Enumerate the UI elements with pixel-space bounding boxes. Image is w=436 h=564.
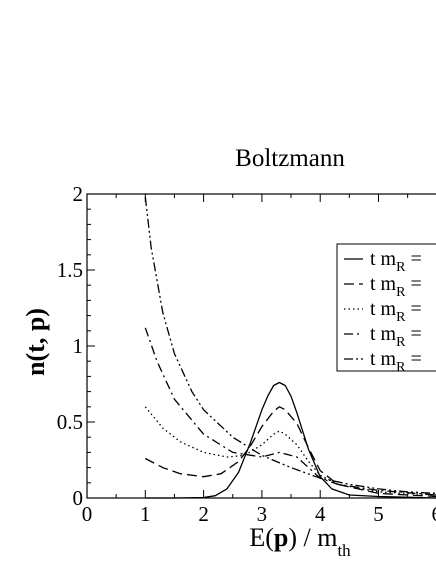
x-tick-label: 0 [82,502,93,526]
y-tick-label: 0 [73,486,84,510]
x-tick-label: 6 [432,502,436,526]
legend-label-5: t mR = [370,348,422,375]
legend-label-1: t mR = [370,248,422,275]
y-tick-label: 1 [73,334,84,358]
series-line-1 [145,381,436,499]
y-tick-label: 2 [73,182,84,206]
chart-title: Boltzmann [235,145,345,172]
x-tick-label: 5 [373,502,384,526]
x-tick-label: 1 [140,502,151,526]
y-tick-label: 1.5 [57,258,83,282]
legend-label-3: t mR = [370,298,422,325]
series-layer [144,196,436,499]
x-axis-ticks: 0 1 2 3 4 5 6 [82,194,436,526]
legend-label-4: t mR = [370,323,422,350]
x-tick-label: 3 [257,502,268,526]
legend: t mR =t mR =t mR =t mR =t mR = [336,243,436,375]
legend-label-2: t mR = [370,273,422,300]
x-axis-label: E(p) / mth [249,523,351,560]
series-line-3 [144,406,436,496]
x-tick-label: 4 [315,502,326,526]
y-axis-ticks: 0 0.5 1 1.5 2 [57,182,95,510]
legend-box [336,243,436,372]
y-tick-label: 0.5 [57,410,83,434]
series-line-5 [144,196,436,495]
series-line-2 [145,406,436,498]
series-line-4 [144,327,436,496]
y-axis-label: n(t, p) [21,308,50,376]
x-tick-label: 2 [198,502,209,526]
